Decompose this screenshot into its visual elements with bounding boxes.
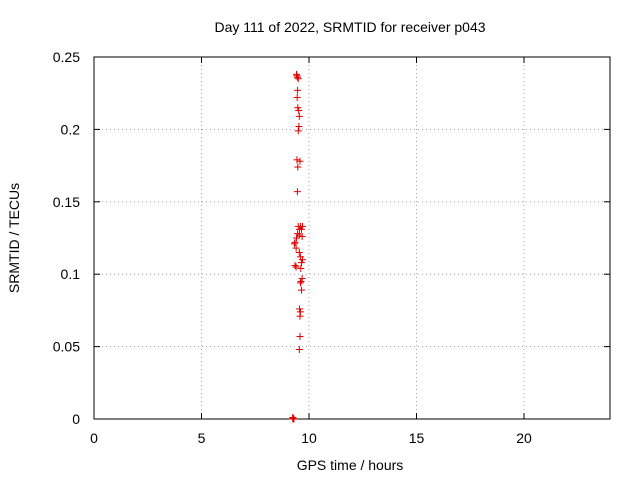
data-point [296, 157, 304, 165]
y-axis: 0 0.05 0.1 0.15 0.2 0.25 [53, 49, 610, 427]
data-point [297, 286, 305, 294]
y-axis-label: SRMTID / TECUs [6, 183, 22, 293]
data-point [296, 312, 304, 320]
data-point [295, 123, 303, 131]
x-tick-label: 15 [409, 430, 425, 446]
data-point [294, 163, 302, 171]
x-tick-label: 0 [90, 430, 98, 446]
y-grid [94, 128, 610, 348]
data-point [291, 262, 299, 270]
data-point [291, 238, 299, 246]
chart-title: Day 111 of 2022, SRMTID for receiver p04… [214, 19, 485, 35]
data-point [295, 345, 303, 353]
y-tick-label: 0.25 [53, 49, 80, 65]
x-tick-label: 5 [198, 430, 206, 446]
data-point [295, 248, 303, 256]
data-point [297, 225, 305, 233]
data-point [293, 156, 301, 164]
y-tick-label: 0.1 [61, 266, 81, 282]
data-point [297, 277, 305, 285]
data-point [292, 244, 300, 252]
data-point [292, 263, 300, 271]
data-point [294, 230, 302, 238]
y-tick-label: 0.2 [61, 121, 81, 137]
data-series [289, 70, 307, 423]
x-grid [201, 57, 525, 419]
data-point [293, 234, 301, 242]
data-point [295, 107, 303, 115]
data-point [294, 75, 302, 83]
data-point [297, 264, 305, 272]
data-point [296, 305, 304, 313]
plot-frame [93, 56, 611, 420]
data-point [296, 332, 304, 340]
data-point [293, 72, 301, 80]
data-point [296, 279, 304, 287]
data-point [299, 222, 307, 230]
x-axis: 0 5 10 15 20 [90, 57, 532, 446]
data-point [293, 188, 301, 196]
y-tick-label: 0.05 [53, 339, 80, 355]
data-point [299, 256, 307, 264]
data-point [290, 240, 298, 248]
data-point [289, 415, 297, 423]
data-point [297, 259, 305, 267]
data-point [294, 86, 302, 94]
data-point [298, 233, 306, 241]
data-point [294, 104, 302, 112]
y-tick-label: 0.15 [53, 194, 80, 210]
data-point [294, 127, 302, 135]
x-tick-label: 20 [516, 430, 532, 446]
data-point [293, 94, 301, 102]
x-axis-label: GPS time / hours [297, 457, 404, 473]
y-tick-label: 0 [72, 411, 80, 427]
x-tick-label: 10 [301, 430, 317, 446]
data-point [298, 275, 306, 283]
data-point [295, 112, 303, 120]
